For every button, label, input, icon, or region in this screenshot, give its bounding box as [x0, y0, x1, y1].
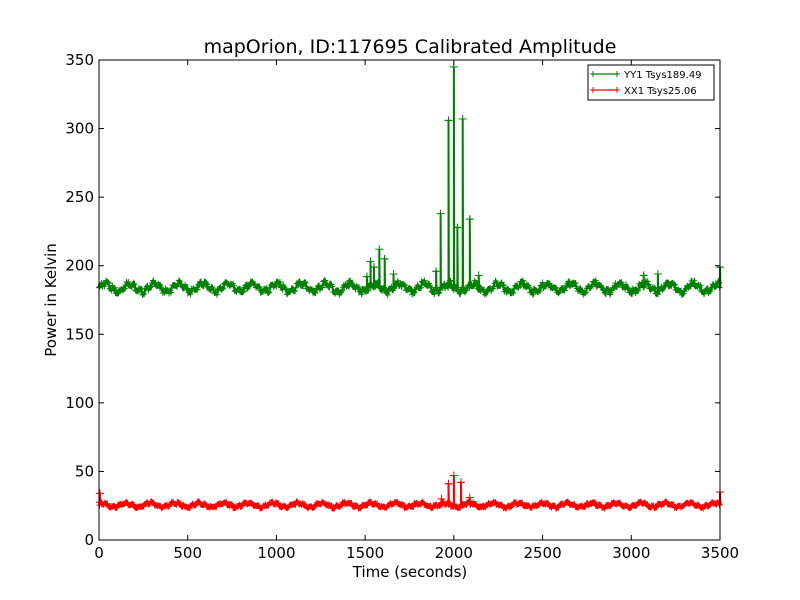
y-axis: 0 50 100 150 200 250 300 350 — [65, 51, 720, 549]
peak-point — [444, 116, 453, 125]
y-tick-label: 350 — [65, 51, 94, 69]
peak-point — [465, 215, 474, 224]
peak-point — [380, 254, 389, 263]
legend-label-yy1: YY1 Tsys189.49 — [623, 70, 702, 81]
peak-point — [432, 267, 441, 276]
peak-point — [366, 257, 375, 266]
peak-point — [465, 493, 474, 502]
legend-box — [587, 64, 715, 101]
chart-title: mapOrion, ID:117695 Calibrated Amplitude — [204, 36, 617, 58]
peak-point — [437, 494, 446, 503]
peak-point — [444, 479, 453, 488]
legend: YY1 Tsys189.49 XX1 Tsys25.06 — [587, 64, 715, 101]
legend-marker — [614, 87, 620, 93]
y-tick-label: 300 — [65, 120, 94, 138]
legend-marker — [590, 87, 596, 93]
series-layer — [95, 62, 724, 512]
x-tick-label: 3500 — [701, 544, 739, 562]
x-tick-label: 500 — [173, 544, 202, 562]
legend-marker — [590, 71, 596, 77]
peak-point — [375, 245, 384, 254]
peak-point — [474, 271, 483, 280]
peak-point — [639, 271, 648, 280]
legend-label-xx1: XX1 Tsys25.06 — [624, 86, 697, 97]
x-tick-label: 1000 — [257, 544, 295, 562]
peak-point — [453, 223, 462, 232]
peak-point — [458, 114, 467, 123]
x-tick-label: 2500 — [523, 544, 561, 562]
x-axis-label: Time (seconds) — [352, 563, 468, 581]
plot-frame — [98, 59, 721, 541]
x-axis: 0 500 1000 1500 2000 2500 3000 3500 — [94, 60, 739, 562]
x-tick-label: 2000 — [435, 544, 473, 562]
y-tick-label: 100 — [65, 394, 94, 412]
legend-marker — [614, 71, 620, 77]
peak-point — [456, 478, 465, 487]
x-tick-label: 3000 — [612, 544, 650, 562]
peak-point — [449, 471, 458, 480]
peak-point — [436, 209, 445, 218]
peak-point — [653, 269, 662, 278]
y-tick-label: 150 — [65, 325, 94, 343]
x-tick-label: 1500 — [346, 544, 384, 562]
peak-point — [389, 269, 398, 278]
peak-point — [95, 489, 104, 498]
y-tick-label: 200 — [65, 257, 94, 275]
y-tick-label: 50 — [75, 462, 94, 480]
y-tick-label: 0 — [84, 531, 94, 549]
peak-point — [370, 263, 379, 272]
plot-area — [99, 60, 720, 540]
x-tick-label: 0 — [94, 544, 104, 562]
y-tick-label: 250 — [65, 188, 94, 206]
y-axis-label: Power in Kelvin — [42, 243, 60, 357]
peak-point — [362, 272, 371, 281]
